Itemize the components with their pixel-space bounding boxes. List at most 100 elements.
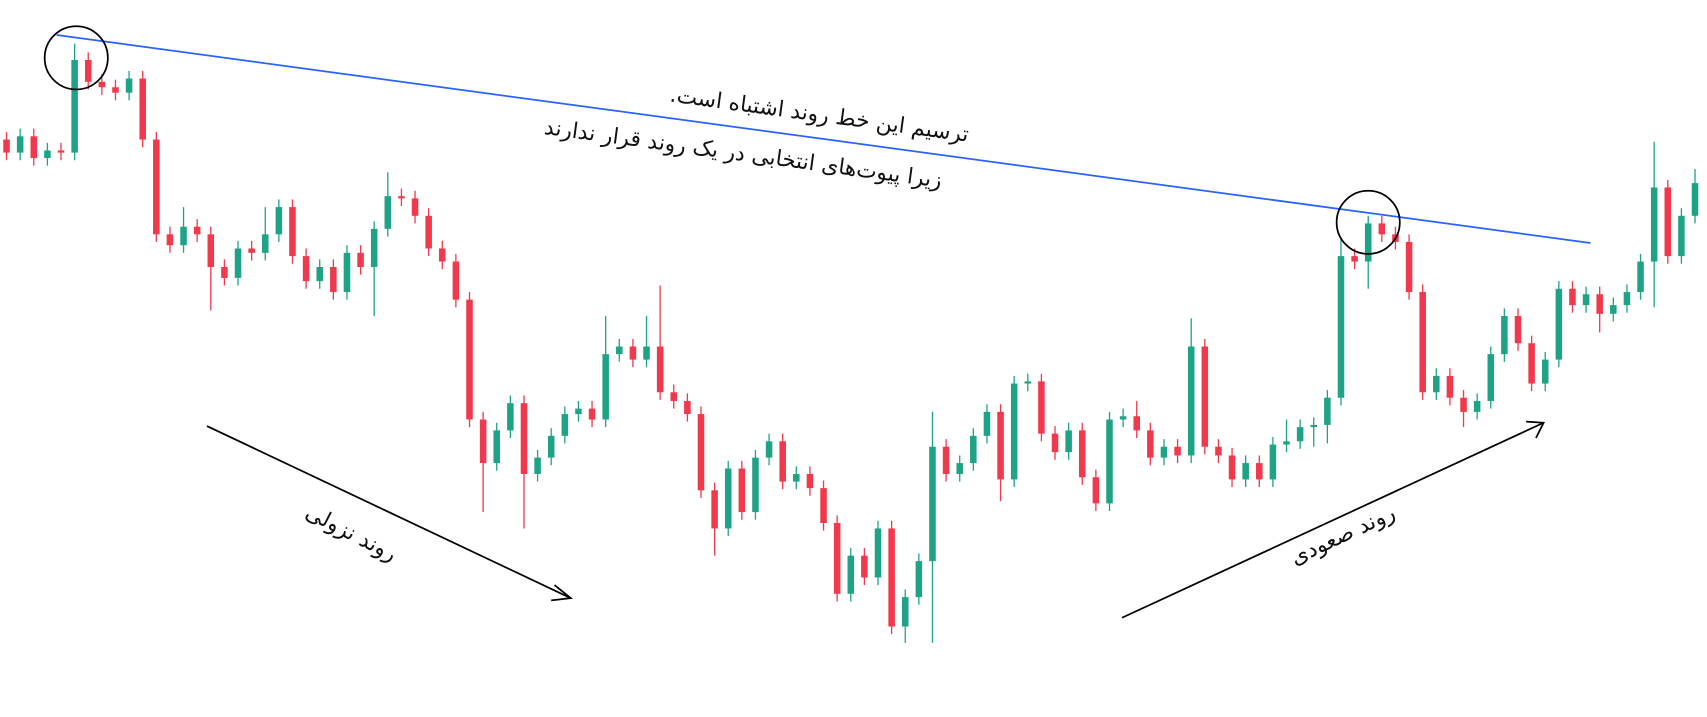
candle-body bbox=[1174, 446, 1181, 456]
candle-body bbox=[507, 403, 514, 431]
candle-body bbox=[425, 215, 432, 249]
candle-body bbox=[370, 228, 378, 267]
candle-body bbox=[1310, 424, 1318, 428]
candle-body bbox=[275, 207, 283, 235]
candle-body bbox=[1596, 294, 1603, 314]
pivot-circle bbox=[43, 25, 109, 91]
up-arrow bbox=[1121, 420, 1545, 619]
candle-body bbox=[1637, 261, 1644, 293]
candle-body bbox=[779, 441, 786, 482]
candle-body bbox=[1256, 463, 1263, 480]
candle-body bbox=[343, 252, 351, 293]
candle-body bbox=[411, 198, 419, 216]
candle-body bbox=[1623, 292, 1631, 306]
candle-body bbox=[1582, 294, 1590, 306]
candle-body bbox=[861, 555, 868, 578]
candle-body bbox=[16, 136, 24, 153]
candle-body bbox=[1024, 381, 1032, 384]
candle-body bbox=[616, 346, 623, 355]
candle-body bbox=[888, 528, 895, 627]
candle-body bbox=[833, 522, 841, 594]
candle-body bbox=[466, 299, 473, 420]
candle-body bbox=[684, 400, 691, 415]
candle-body bbox=[452, 261, 460, 300]
candle-body bbox=[1215, 446, 1222, 456]
candle-body bbox=[520, 403, 528, 474]
candle-body bbox=[575, 408, 582, 415]
candle-body bbox=[1433, 375, 1440, 393]
candle-body bbox=[1460, 397, 1467, 412]
candle-body bbox=[1242, 463, 1249, 480]
candle-body bbox=[711, 490, 718, 529]
candles bbox=[3, 43, 1699, 643]
candle-body bbox=[942, 446, 950, 474]
candle-body bbox=[3, 139, 10, 153]
candle-body bbox=[1187, 346, 1195, 456]
candle-body bbox=[1133, 416, 1140, 431]
candle-body bbox=[820, 488, 827, 523]
candle-body bbox=[970, 435, 977, 464]
candle-body bbox=[1010, 383, 1018, 480]
candle-body bbox=[588, 408, 596, 420]
candle-body bbox=[1419, 292, 1426, 393]
candle-body bbox=[1065, 430, 1072, 453]
candle-body bbox=[956, 463, 963, 474]
candle-body bbox=[384, 196, 392, 229]
candle-body bbox=[84, 60, 92, 82]
candle-body bbox=[1501, 316, 1508, 355]
candle-body bbox=[670, 392, 678, 401]
candle-body bbox=[221, 266, 228, 278]
candle-body bbox=[479, 419, 487, 464]
candle-body bbox=[1610, 305, 1617, 314]
candle-body bbox=[1473, 400, 1481, 412]
candle-body bbox=[125, 78, 133, 93]
candle-body bbox=[289, 207, 296, 257]
candle-body bbox=[1691, 183, 1699, 216]
candle-body bbox=[643, 346, 650, 360]
candle-body bbox=[629, 346, 637, 360]
candle-body bbox=[547, 435, 555, 458]
candle-body bbox=[112, 87, 119, 93]
candle-body bbox=[738, 468, 746, 513]
candle-body bbox=[1487, 354, 1495, 401]
candle-body bbox=[561, 414, 569, 436]
candle-body bbox=[330, 266, 337, 293]
candle-body bbox=[602, 354, 609, 420]
down-arrow bbox=[206, 425, 574, 602]
candle-body bbox=[1378, 223, 1386, 235]
candle-body bbox=[398, 196, 405, 199]
candle-body bbox=[901, 597, 909, 627]
candle-body bbox=[1201, 346, 1209, 447]
candle-body bbox=[193, 226, 201, 235]
candle-body bbox=[1664, 187, 1672, 257]
candle-body bbox=[1555, 288, 1563, 360]
pivot-circle bbox=[1335, 189, 1401, 255]
candle-body bbox=[997, 411, 1004, 480]
candle-body bbox=[248, 248, 255, 253]
candle-body bbox=[697, 414, 705, 491]
candle-body bbox=[207, 234, 215, 267]
candle-body bbox=[1514, 316, 1522, 344]
trend-line bbox=[56, 34, 1591, 244]
candle-body bbox=[1650, 187, 1658, 262]
candle-body bbox=[983, 411, 991, 436]
candle-body bbox=[439, 248, 446, 262]
candle-body bbox=[44, 150, 51, 159]
candle-body bbox=[180, 226, 187, 246]
candle-body bbox=[847, 555, 855, 594]
candle-body bbox=[874, 528, 882, 578]
candle-body bbox=[534, 457, 541, 474]
candle-body bbox=[139, 78, 146, 140]
candle-body bbox=[98, 81, 106, 88]
candle-body bbox=[752, 457, 759, 513]
candle-body bbox=[1228, 455, 1236, 480]
candle-body bbox=[1364, 223, 1372, 262]
candle-body bbox=[1541, 359, 1549, 384]
candle-body bbox=[1078, 430, 1086, 478]
candle-body bbox=[493, 430, 501, 464]
candle-body bbox=[166, 234, 174, 246]
candle-body bbox=[1160, 446, 1168, 458]
candle-body bbox=[57, 150, 65, 153]
